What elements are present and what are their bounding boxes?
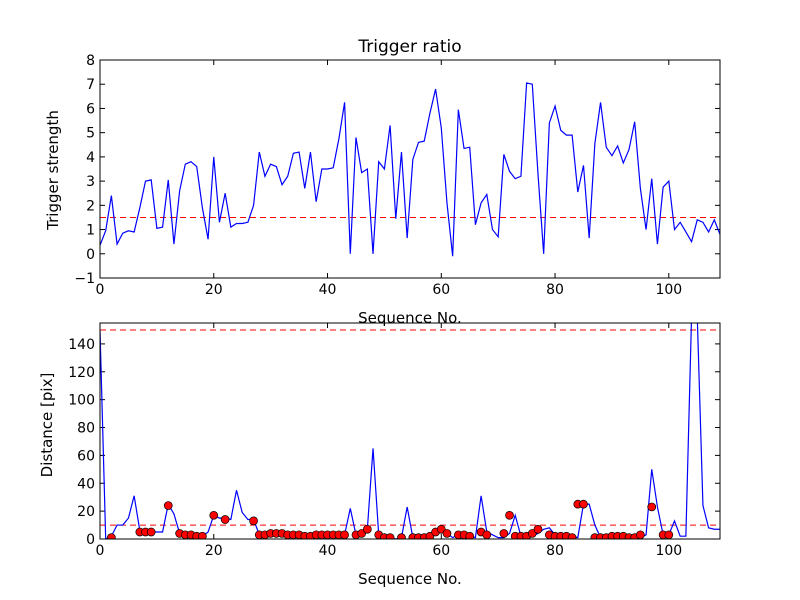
x-tick-label: 100 (655, 282, 682, 298)
y-tick-label: 1 (86, 223, 95, 239)
x-tick-label: 80 (546, 282, 564, 298)
y-tick-label: −1 (74, 271, 95, 287)
data-point-marker (220, 515, 230, 524)
x-tick-label: 20 (205, 543, 223, 559)
y-tick-label: 7 (86, 77, 95, 93)
distance-chart: Sequence No. Distance [pix] 0 20 40 60 80 100… (38, 322, 721, 588)
y-tick-label: 4 (86, 150, 95, 166)
x-tick-label: 0 (96, 543, 105, 559)
data-point-marker (107, 533, 116, 539)
y-tick-label: 120 (68, 365, 95, 381)
data-point-marker (465, 531, 475, 539)
x-tick-label: 0 (96, 282, 105, 298)
data-point-marker (482, 530, 492, 539)
trigger-ratio-chart: Trigger ratio Sequence No. Trigger stren… (44, 37, 721, 327)
data-point-marker (636, 530, 645, 539)
plot-frame (99, 59, 721, 279)
y-axis-label: Distance [pix] (38, 373, 56, 478)
x-axis-label: Sequence No. (358, 309, 462, 327)
y-axis-label: Trigger strength (44, 110, 62, 231)
x-tick-label: 80 (546, 543, 564, 559)
data-point-marker (397, 533, 406, 539)
x-tick-label: 40 (319, 543, 337, 559)
y-tick-label: 20 (77, 504, 95, 520)
data-point-marker (249, 516, 258, 526)
data-point-marker (146, 527, 156, 537)
data-point-marker (567, 533, 577, 539)
y-tick-label: 40 (77, 476, 95, 492)
data-point-marker (664, 530, 674, 539)
data-point-marker (198, 531, 207, 539)
data-point-marker (647, 502, 657, 512)
x-tick-label: 100 (655, 543, 682, 559)
plot-frame (99, 322, 721, 540)
x-tick-label: 40 (319, 282, 337, 298)
y-tick-label: 5 (86, 126, 95, 142)
x-tick-label: 60 (432, 282, 450, 298)
y-tick-label: 8 (86, 53, 95, 69)
data-point-marker (442, 529, 452, 538)
data-point-marker (385, 533, 395, 539)
y-tick-label: 6 (86, 101, 95, 117)
data-point-marker (499, 529, 509, 538)
data-point-marker (579, 499, 588, 509)
x-tick-label: 20 (205, 282, 223, 298)
y-tick-label: 3 (86, 174, 95, 190)
data-point-marker (362, 524, 372, 534)
x-tick-label: 60 (432, 543, 450, 559)
y-tick-label: 80 (77, 421, 95, 437)
series-line (100, 82, 720, 257)
y-tick-label: 0 (86, 247, 95, 263)
data-point-marker (505, 510, 514, 520)
x-axis-label: Sequence No. (358, 570, 462, 588)
y-tick-label: 100 (68, 393, 95, 409)
y-tick-label: 0 (86, 532, 95, 548)
data-point-marker (163, 501, 173, 510)
y-tick-label: 2 (86, 198, 95, 214)
y-tick-label: 140 (68, 337, 95, 353)
data-point-marker (340, 530, 349, 539)
data-point-marker (533, 524, 543, 534)
chart-title: Trigger ratio (357, 37, 461, 57)
y-tick-label: 60 (77, 448, 95, 464)
data-point-marker (209, 510, 219, 520)
